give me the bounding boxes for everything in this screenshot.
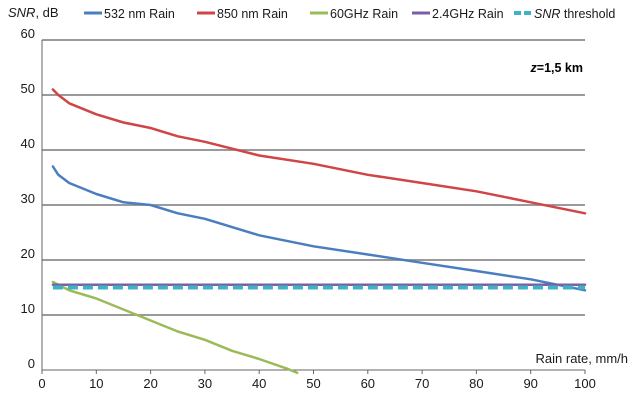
y-tick-label-60: 60	[21, 26, 35, 41]
legend-label-snr-rest: threshold	[560, 7, 615, 21]
x-tick-label-60: 60	[361, 376, 375, 391]
x-tick-label-100: 100	[574, 376, 596, 391]
x-tick-label-0: 0	[38, 376, 45, 391]
y-axis-label-unit: , dB	[35, 5, 58, 20]
x-tick-label-30: 30	[198, 376, 212, 391]
legend-label-532nm: 532 nm Rain	[104, 7, 175, 21]
x-axis-label: Rain rate, mm/h	[536, 351, 628, 366]
y-tick-label-50: 50	[21, 81, 35, 96]
legend-label-snr-italic: SNR	[534, 7, 560, 21]
y-tick-label-10: 10	[21, 301, 35, 316]
legend-label-60ghz: 60GHz Rain	[330, 7, 398, 21]
x-tick-label-20: 20	[143, 376, 157, 391]
y-tick-label-20: 20	[21, 246, 35, 261]
legend-label-24ghz: 2.4GHz Rain	[432, 7, 504, 21]
x-axis-ticks: 0 10 20 30 40 50 60 70 80 90 100	[38, 370, 596, 391]
x-tick-label-40: 40	[252, 376, 266, 391]
altitude-annotation: z=1,5 km	[530, 61, 583, 75]
legend-item-850nm: 850 nm Rain	[197, 7, 288, 21]
series-line-532-nm-rain	[51, 165, 587, 292]
x-tick-label-70: 70	[415, 376, 429, 391]
legend-item-snr-threshold: SNR threshold	[514, 7, 615, 21]
y-axis-ticks: 0 10 20 30 40 50 60	[21, 26, 35, 371]
legend-item-24ghz: 2.4GHz Rain	[412, 7, 504, 21]
annotation-italic: z	[530, 61, 538, 75]
legend-item-60ghz: 60GHz Rain	[310, 7, 398, 21]
legend: 532 nm Rain 850 nm Rain 60GHz Rain 2.4GH…	[84, 7, 615, 21]
x-tick-label-50: 50	[306, 376, 320, 391]
y-tick-label-40: 40	[21, 136, 35, 151]
legend-item-532nm: 532 nm Rain	[84, 7, 175, 21]
y-tick-label-0: 0	[28, 356, 35, 371]
y-tick-label-30: 30	[21, 191, 35, 206]
x-tick-label-10: 10	[89, 376, 103, 391]
legend-label-snr-threshold: SNR threshold	[534, 7, 615, 21]
grid-lines	[42, 39, 585, 316]
y-axis-label: SNR, dB	[8, 5, 59, 20]
series-layer	[51, 88, 587, 375]
x-tick-label-90: 90	[523, 376, 537, 391]
y-axis-label-italic: SNR	[8, 5, 35, 20]
series-line-60ghz-rain	[51, 280, 299, 375]
series-line-850-nm-rain	[51, 88, 587, 215]
x-tick-label-80: 80	[469, 376, 483, 391]
annotation-rest: =1,5 km	[537, 61, 583, 75]
legend-label-850nm: 850 nm Rain	[217, 7, 288, 21]
